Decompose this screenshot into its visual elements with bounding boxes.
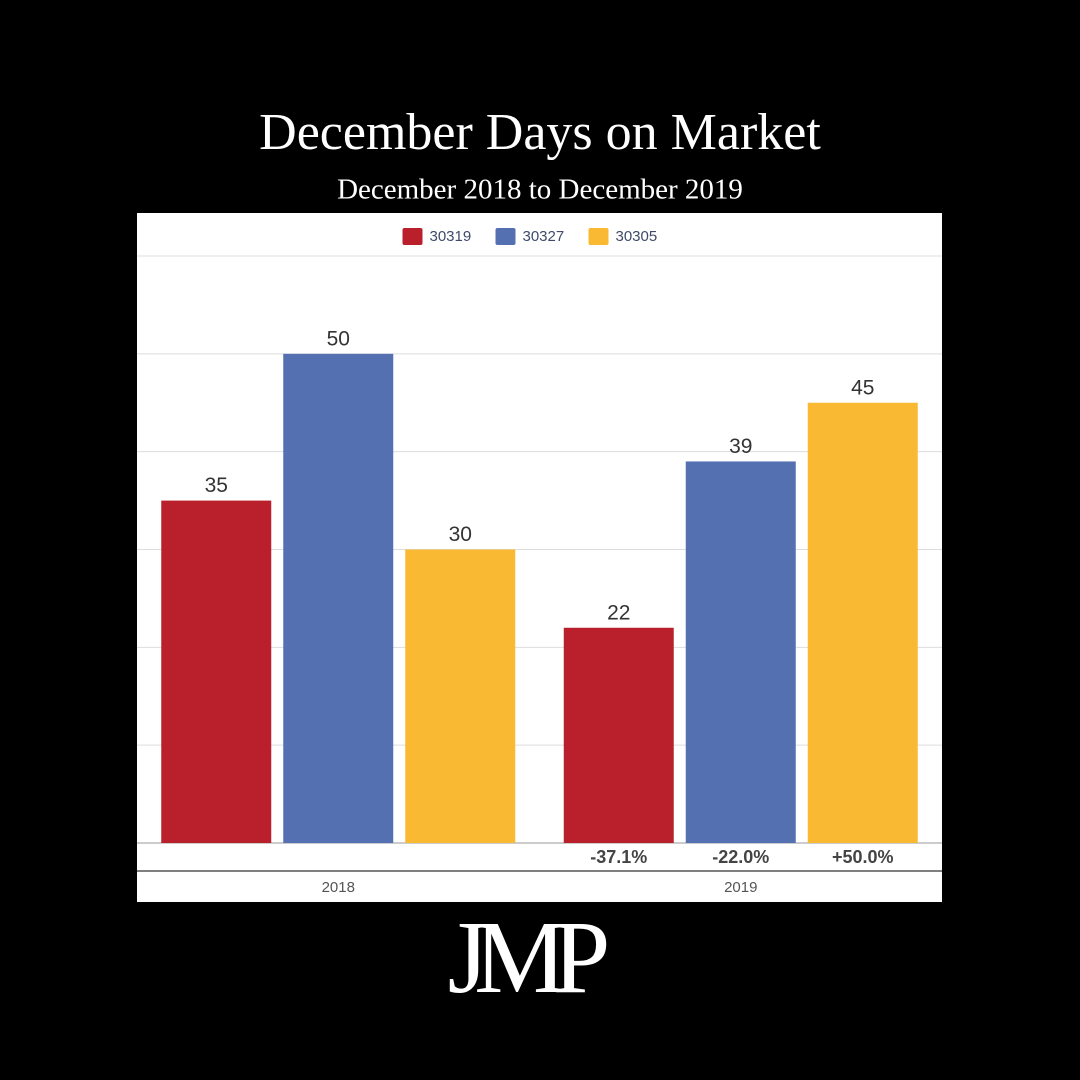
value-label: 22 <box>607 601 630 624</box>
bar <box>405 549 516 843</box>
x-tick-label: 2019 <box>724 879 757 896</box>
value-label: 45 <box>851 376 874 399</box>
change-label: -37.1% <box>590 847 647 867</box>
value-label: 35 <box>205 474 228 497</box>
chart-subtitle: December 2018 to December 2019 <box>337 174 743 206</box>
legend-swatch <box>588 228 609 245</box>
legend-label: 30319 <box>430 228 472 245</box>
change-label: -22.0% <box>712 847 769 867</box>
value-label: 39 <box>729 435 752 458</box>
chart-title: December Days on Market <box>259 104 821 161</box>
logo: JMP <box>448 900 607 1015</box>
change-label: +50.0% <box>832 847 894 867</box>
x-tick-label: 2018 <box>322 879 355 896</box>
legend-swatch <box>495 228 516 245</box>
bar <box>563 627 674 843</box>
bar <box>283 353 394 843</box>
legend-label: 30327 <box>523 228 565 245</box>
legend-swatch <box>402 228 423 245</box>
value-label: 50 <box>327 327 350 350</box>
bar <box>685 461 796 843</box>
legend-label: 30305 <box>616 228 658 245</box>
bar <box>807 402 918 843</box>
bar <box>161 500 272 843</box>
value-label: 30 <box>449 523 472 546</box>
